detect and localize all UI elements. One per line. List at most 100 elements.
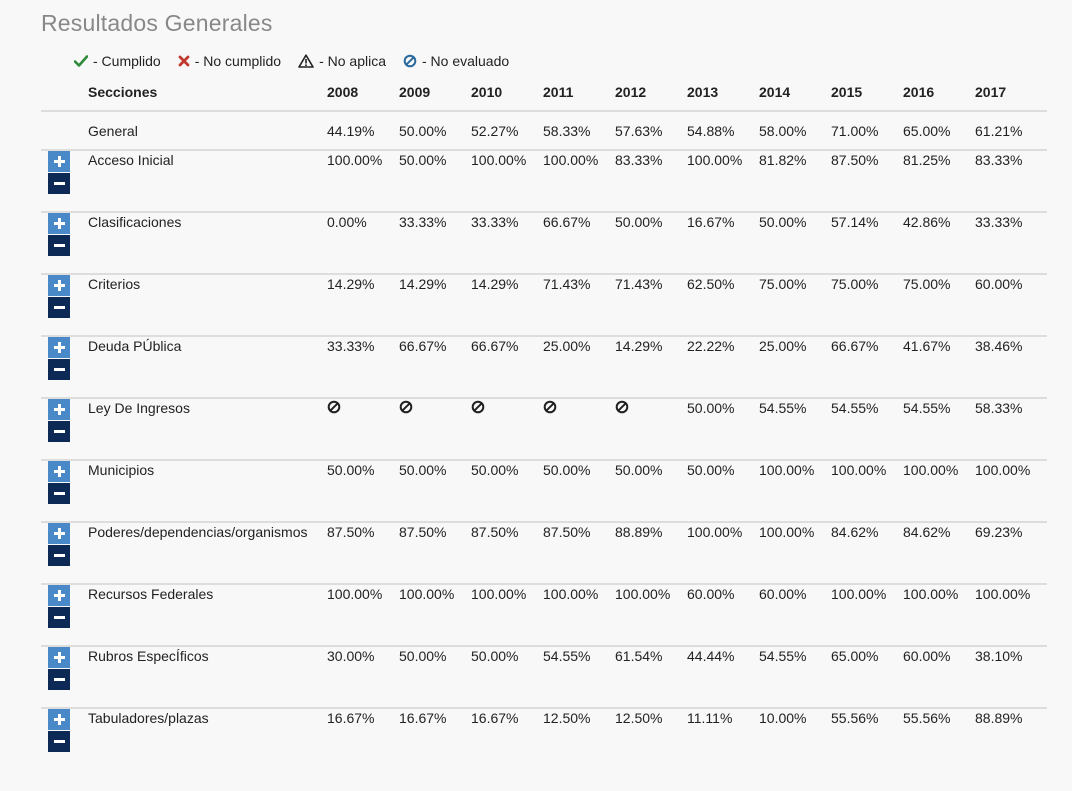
value-cell: 75.00% (759, 274, 831, 337)
value-cell: 100.00% (975, 460, 1047, 523)
value-cell: 71.43% (543, 274, 615, 337)
value-cell: 100.00% (903, 584, 975, 647)
expand-button[interactable] (48, 523, 70, 544)
row-controls (41, 336, 88, 399)
value-cell: 66.67% (471, 336, 543, 399)
value-cell: 100.00% (543, 584, 615, 647)
table-row-ley-de-ingresos: Ley De Ingresos 50.00% 54.55% 54.55% 54.55% 5… (41, 398, 1047, 461)
value-cell: 58.00% (759, 111, 831, 151)
value-cell: 54.55% (543, 646, 615, 709)
value-cell: 54.55% (759, 646, 831, 709)
value-cell: 50.00% (399, 150, 471, 213)
collapse-button[interactable] (48, 545, 70, 566)
expand-button[interactable] (48, 709, 70, 730)
table-row-tabuladores-plazas: Tabuladores/plazas 16.67% 16.67% 16.67% 12.5… (41, 708, 1047, 769)
expand-button[interactable] (48, 585, 70, 606)
value-cell: 60.00% (903, 646, 975, 709)
value-cell: 65.00% (831, 646, 903, 709)
collapse-button[interactable] (48, 297, 70, 318)
value-cell-not-evaluated (327, 398, 399, 461)
expand-button[interactable] (48, 275, 70, 296)
value-cell: 16.67% (687, 212, 759, 275)
value-cell: 62.50% (687, 274, 759, 337)
value-cell: 100.00% (831, 584, 903, 647)
value-cell: 14.29% (399, 274, 471, 337)
value-cell: 50.00% (471, 646, 543, 709)
expand-button[interactable] (48, 647, 70, 668)
table-row-recursos-federales: Recursos Federales 100.00% 100.00% 100.00% 1… (41, 584, 1047, 647)
value-cell: 87.50% (327, 522, 399, 585)
value-cell: 100.00% (615, 584, 687, 647)
section-label: Criterios (88, 274, 327, 337)
value-cell: 55.56% (903, 710, 951, 726)
value-cell: 66.67% (831, 336, 903, 399)
collapse-button[interactable] (48, 421, 70, 442)
value-cell: 100.00% (543, 150, 615, 213)
legend-label: - No cumplido (194, 53, 282, 69)
value-cell: 69.23% (975, 522, 1047, 585)
warning-icon (298, 54, 314, 68)
value-cell: 30.00% (327, 646, 399, 709)
value-cell: 100.00% (327, 150, 399, 213)
value-cell: 12.50% (543, 710, 591, 726)
section-label: Acceso Inicial (88, 150, 327, 213)
value-cell: 42.86% (903, 212, 975, 275)
expand-button[interactable] (48, 337, 70, 358)
value-cell: 66.67% (543, 212, 615, 275)
collapse-button[interactable] (48, 669, 70, 690)
expand-button[interactable] (48, 399, 70, 420)
section-label: Municipios (88, 460, 327, 523)
not-evaluated-icon (471, 400, 485, 418)
value-cell: 58.33% (975, 398, 1047, 461)
collapse-button[interactable] (48, 235, 70, 256)
value-cell: 50.00% (687, 398, 759, 461)
not-evaluated-icon (327, 400, 341, 418)
collapse-button[interactable] (48, 359, 70, 380)
value-cell: 55.56% (831, 710, 879, 726)
value-cell: 50.00% (471, 460, 543, 523)
row-controls (41, 522, 88, 585)
value-cell: 33.33% (399, 212, 471, 275)
row-controls (41, 150, 88, 213)
legend: - Cumplido - No cumplido - No aplica - N… (74, 53, 526, 69)
expand-button[interactable] (48, 461, 70, 482)
collapse-button[interactable] (48, 173, 70, 194)
value-cell: 0.00% (327, 212, 399, 275)
value-cell: 61.21% (975, 111, 1047, 151)
value-cell: 12.50% (615, 710, 663, 726)
value-cell: 84.62% (831, 522, 903, 585)
value-cell: 54.55% (831, 398, 903, 461)
value-cell: 22.22% (687, 336, 759, 399)
value-cell: 50.00% (399, 460, 471, 523)
value-cell: 10.00% (759, 710, 807, 726)
value-cell: 38.10% (975, 646, 1047, 709)
results-table: Secciones 2008 2009 2010 2011 2012 2013 … (41, 73, 1047, 769)
value-cell: 100.00% (471, 150, 543, 213)
value-cell: 50.00% (615, 460, 687, 523)
value-cell: 100.00% (903, 460, 975, 523)
collapse-button[interactable] (48, 483, 70, 504)
collapse-button[interactable] (48, 607, 70, 628)
expand-button[interactable] (48, 151, 70, 172)
value-cell-not-evaluated (471, 398, 543, 461)
value-cell: 16.67% (399, 710, 447, 726)
table-row-rubros-espec-ficos: Rubros EspecÍficos 30.00% 50.00% 50.00% 54.5… (41, 646, 1047, 709)
value-cell: 54.88% (687, 111, 759, 151)
legend-item-no-cumplido: - No cumplido (178, 53, 281, 69)
table-row-acceso-inicial: Acceso Inicial 100.00% 50.00% 100.00% 100.00… (41, 150, 1047, 213)
value-cell: 100.00% (399, 584, 471, 647)
value-cell: 81.25% (903, 150, 975, 213)
value-cell: 50.00% (327, 460, 399, 523)
value-cell: 100.00% (327, 584, 399, 647)
value-cell: 52.27% (471, 111, 543, 151)
value-cell: 44.19% (327, 111, 399, 151)
expand-button[interactable] (48, 213, 70, 234)
legend-label: - No evaluado (422, 53, 510, 69)
value-cell: 87.50% (543, 522, 615, 585)
section-label: Rubros EspecÍficos (88, 646, 327, 709)
legend-item-cumplido: - Cumplido (74, 53, 161, 69)
value-cell: 33.33% (975, 212, 1047, 275)
row-spacer (41, 111, 88, 151)
value-cell: 50.00% (615, 212, 687, 275)
collapse-button[interactable] (48, 731, 70, 752)
